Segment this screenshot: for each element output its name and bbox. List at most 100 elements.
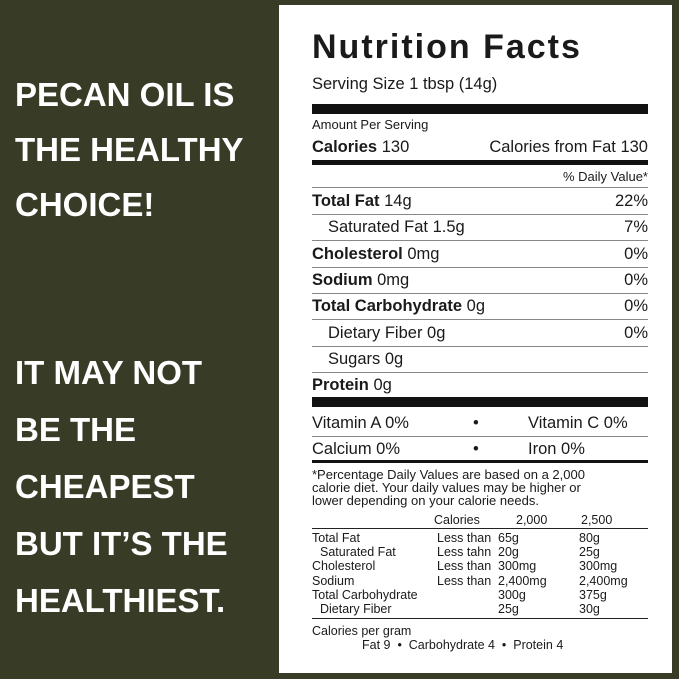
nutrient-amount: 0g: [373, 376, 392, 395]
per-gram-item: Carbohydrate 4: [408, 638, 495, 652]
calories-from-fat: Calories from Fat 130: [489, 138, 648, 156]
nutrient-row: Cholesterol 0mg: [312, 244, 439, 264]
nutrient-dv: 22%: [614, 192, 648, 210]
nutrient-amount: 14g: [384, 192, 412, 210]
table-cell: 375g: [579, 587, 607, 602]
table-cell: 300g: [498, 587, 526, 602]
calories-per-gram: Calories per gram: [312, 624, 412, 638]
rule: [312, 345, 648, 347]
tagline-line: HEALTHIEST.: [15, 582, 226, 619]
table-cell: 2,400mg: [498, 573, 547, 588]
table-cell: Sodium: [312, 573, 355, 588]
nutrient-name: Total Carbohydrate: [312, 297, 463, 316]
nutrient-name: Sugars: [328, 349, 381, 368]
nutrient-row: Sugars 0g: [328, 349, 403, 369]
table-cell: 300mg: [498, 559, 537, 574]
footnote-line: *Percentage Daily Values are based on a …: [312, 467, 585, 482]
nutrient-dv: 0%: [624, 270, 648, 289]
rule: [312, 292, 648, 294]
footnote-line: calorie diet. Your daily values may be h…: [312, 480, 581, 495]
table-cell: Total Carbohydrate: [312, 587, 418, 602]
nutrient-name: Total Fat: [312, 192, 380, 210]
thick-bar: [312, 397, 648, 407]
nutrient-dv: 0%: [624, 323, 648, 342]
nutrient-row: Dietary Fiber 0g: [328, 323, 445, 343]
table-cell: Less than: [437, 559, 492, 574]
table-cell: Less than: [437, 531, 492, 545]
table-cell: Less tahn: [437, 545, 492, 560]
rule: [312, 436, 648, 437]
nutrient-dv: 0%: [624, 297, 648, 316]
nutrient-row: Sodium 0mg: [312, 270, 409, 290]
serving-size: Serving Size 1 tbsp (14g): [312, 75, 498, 93]
vitamin-right: Vitamin C 0%: [528, 414, 628, 432]
bullet: •: [473, 439, 479, 458]
nutrient-row: Total Fat 14g: [312, 191, 412, 211]
table-header: 2,000: [516, 513, 548, 527]
vitamin-right: Iron 0%: [528, 439, 585, 458]
rule: [312, 319, 648, 321]
table-cell: Less than: [437, 573, 492, 588]
table-cell: Total Fat: [312, 531, 360, 545]
nutrient-row: Total Carbohydrate 0g: [312, 296, 485, 316]
table-cell: 65g: [498, 531, 519, 545]
nutrient-amount: 1.5g: [432, 218, 465, 237]
nutrient-name: Dietary Fiber: [328, 323, 423, 342]
per-gram-item: Protein 4: [513, 638, 564, 652]
table-cell: 80g: [579, 531, 600, 545]
per-gram-item: Fat 9: [362, 638, 391, 652]
table-cell: 300mg: [579, 559, 618, 574]
table-cell: 2,400mg: [579, 573, 628, 588]
tagline-line: BE THE: [15, 411, 137, 448]
calories-row: Calories 130: [312, 137, 409, 157]
medium-bar: [312, 460, 648, 463]
table-cell: Cholesterol: [312, 559, 376, 574]
rule: [312, 187, 648, 188]
nutrient-amount: 0mg: [407, 244, 440, 263]
tagline-line: CHEAPEST: [15, 468, 195, 505]
nutrition-label: Nutrition Facts Serving Size 1 tbsp (14g)…: [279, 5, 672, 673]
calories-label: Calories: [312, 138, 378, 156]
rule: [312, 618, 648, 619]
label-title: Nutrition Facts: [312, 28, 582, 66]
nutrient-amount: 0mg: [377, 270, 410, 289]
vitamin-left: Calcium 0%: [312, 439, 401, 458]
rule: [312, 240, 648, 242]
table-header: 2,500: [581, 513, 613, 527]
medium-bar: [312, 160, 648, 165]
rule: [312, 266, 648, 268]
table-cell: Dietary Fiber: [320, 602, 392, 616]
table-header: Calories: [434, 513, 480, 527]
tagline-line: BUT IT’S THE: [15, 525, 228, 562]
nutrient-name: Protein: [312, 376, 369, 395]
rule: [312, 214, 648, 215]
nutrient-amount: 0g: [466, 297, 485, 316]
nutrient-amount: 0g: [384, 349, 404, 368]
headline-line: CHOICE!: [15, 186, 155, 223]
nutrient-row: Protein 0g: [312, 375, 392, 395]
rule: [312, 528, 648, 529]
per-gram-row: Fat 9 • Carbohydrate 4 • Protein 4: [362, 638, 564, 652]
nutrient-name: Saturated Fat: [328, 218, 428, 237]
vitamin-left: Vitamin A 0%: [312, 414, 409, 432]
thick-bar: [312, 104, 648, 114]
footnote-line: lower depending on your calorie needs.: [312, 493, 539, 508]
rule: [312, 371, 648, 373]
headline-line: THE HEALTHY: [15, 131, 244, 168]
nutrient-name: Cholesterol: [312, 244, 403, 263]
table-cell: 30g: [579, 602, 600, 616]
table-cell: Saturated Fat: [320, 545, 396, 560]
daily-value-header: % Daily Value*: [562, 169, 648, 184]
nutrient-dv: 0%: [624, 244, 648, 263]
amount-per-serving: Amount Per Serving: [312, 117, 429, 132]
table-cell: 20g: [498, 545, 519, 560]
nutrient-name: Sodium: [312, 270, 373, 289]
nutrient-row: Saturated Fat 1.5g: [328, 217, 465, 237]
nutrient-amount: 0g: [427, 323, 446, 342]
headline-line: PECAN OIL IS: [15, 76, 235, 113]
calories-value: 130: [381, 138, 410, 156]
bullet: •: [473, 414, 479, 432]
nutrient-dv: 7%: [624, 218, 648, 237]
tagline-line: IT MAY NOT: [15, 354, 203, 391]
